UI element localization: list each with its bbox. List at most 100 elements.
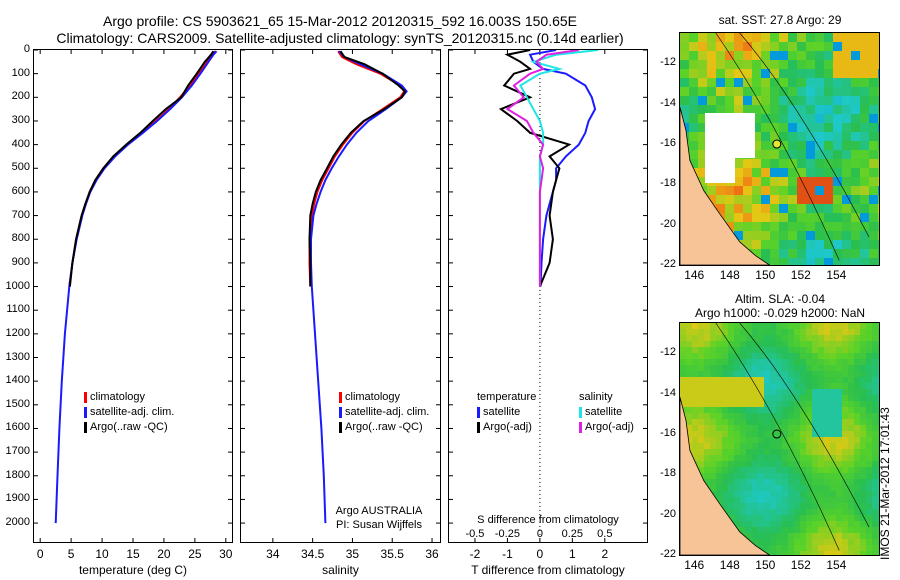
- map-cell: [797, 231, 807, 241]
- map-cell: [833, 51, 843, 61]
- map-cell: [764, 377, 771, 384]
- map-cell: [866, 371, 873, 378]
- map-cell: [806, 204, 816, 214]
- map-cell: [716, 329, 723, 336]
- map-cell: [848, 329, 855, 336]
- map-cell: [818, 359, 825, 366]
- map-cell: [710, 473, 717, 480]
- map-cell: [788, 249, 798, 259]
- map-cell: [752, 249, 762, 259]
- map-cell: [872, 383, 879, 390]
- map-cell: [824, 114, 834, 124]
- map-cell: [806, 509, 813, 516]
- map-cell: [740, 395, 747, 402]
- legend-label: Argo(-adj): [483, 421, 532, 433]
- map-cell: [812, 401, 819, 408]
- map-cell: [752, 497, 759, 504]
- no-data-patch: [705, 143, 735, 183]
- map-cell: [716, 78, 726, 88]
- map-cell: [794, 485, 801, 492]
- map-cell: [818, 455, 825, 462]
- map-cell: [776, 383, 783, 390]
- map-cell: [716, 437, 723, 444]
- map-cell: [758, 479, 765, 486]
- depth-tick-label: 300: [11, 113, 30, 126]
- map-cell: [878, 323, 879, 330]
- map-cell: [860, 51, 870, 61]
- map-cell: [788, 533, 795, 540]
- map-cell: [848, 521, 855, 528]
- map-cell: [740, 485, 747, 492]
- map-cell: [716, 443, 723, 450]
- map-cell: [710, 365, 717, 372]
- map-cell: [758, 431, 765, 438]
- map-cell: [770, 51, 780, 61]
- map-x-tick-label: 154: [826, 558, 847, 572]
- map-cell: [860, 533, 867, 540]
- map-cell: [812, 473, 819, 480]
- legend-label: climatology: [90, 391, 146, 403]
- map-cell: [692, 371, 699, 378]
- map-cell: [797, 33, 807, 43]
- map-cell: [806, 33, 816, 43]
- map-cell: [794, 455, 801, 462]
- map-cell: [824, 105, 834, 115]
- map-cell: [716, 425, 723, 432]
- map-cell: [698, 449, 705, 456]
- map-cell: [746, 527, 753, 534]
- map-cell: [800, 377, 807, 384]
- map-cell: [782, 383, 789, 390]
- map-cell: [734, 443, 741, 450]
- map-cell: [797, 123, 807, 133]
- map-cell: [800, 449, 807, 456]
- map-cell: [698, 341, 705, 348]
- map-cell: [860, 329, 867, 336]
- map-cell: [842, 60, 852, 70]
- map-cell: [794, 473, 801, 480]
- map-cell: [788, 258, 798, 265]
- map-cell: [788, 383, 795, 390]
- x-tick-label: 5: [67, 547, 75, 561]
- map-cell: [878, 449, 879, 456]
- map-cell: [680, 105, 690, 115]
- map-cell: [860, 132, 870, 142]
- map-cell: [728, 509, 735, 516]
- map-cell: [836, 425, 843, 432]
- map-cell: [806, 473, 813, 480]
- map-cell: [818, 407, 825, 414]
- map-cell: [797, 177, 807, 187]
- map-cell: [752, 69, 762, 79]
- map-cell: [818, 365, 825, 372]
- map-cell: [770, 527, 777, 534]
- map-cell: [788, 449, 795, 456]
- map-cell: [815, 114, 825, 124]
- map-cell: [680, 359, 687, 366]
- map-cell: [833, 177, 843, 187]
- map-cell: [833, 195, 843, 205]
- map-cell: [704, 353, 711, 360]
- map-cell: [815, 249, 825, 259]
- map-cell: [836, 527, 843, 534]
- map-cell: [770, 159, 780, 169]
- map-cell: [860, 371, 867, 378]
- map-cell: [836, 401, 843, 408]
- map-cell: [806, 69, 816, 79]
- map-cell: [770, 258, 780, 265]
- map-cell: [782, 515, 789, 522]
- map-cell: [836, 551, 843, 555]
- map-cell: [770, 335, 777, 342]
- map-cell: [866, 527, 873, 534]
- map-cell: [782, 431, 789, 438]
- map-cell: [740, 509, 747, 516]
- map-cell: [734, 329, 741, 336]
- map-cell: [797, 42, 807, 52]
- map-cell: [848, 515, 855, 522]
- map-cell: [710, 461, 717, 468]
- map-cell: [842, 545, 849, 552]
- map-cell: [812, 347, 819, 354]
- map-cell: [728, 323, 735, 330]
- map-cell: [710, 371, 717, 378]
- map-cell: [761, 60, 771, 70]
- map-cell: [764, 359, 771, 366]
- map-cell: [770, 467, 777, 474]
